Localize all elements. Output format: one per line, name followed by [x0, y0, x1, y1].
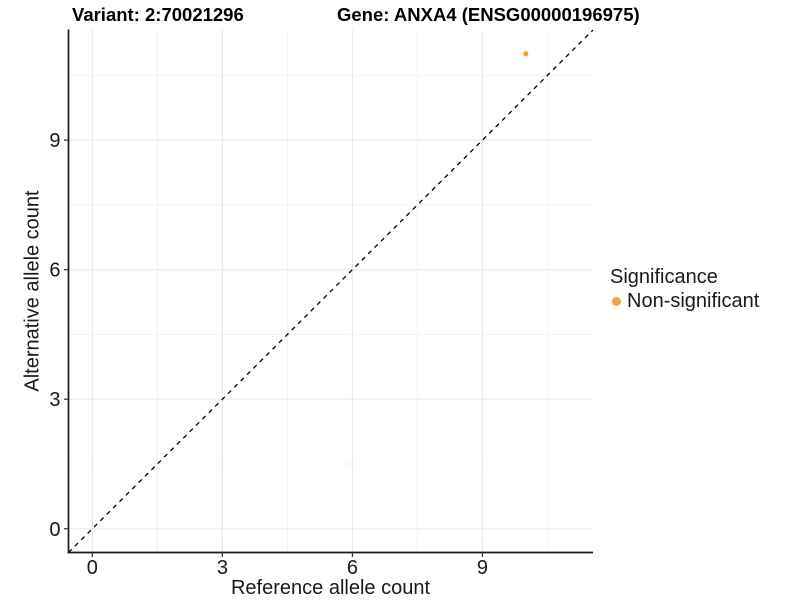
legend-entry-label: Non-significant: [627, 290, 760, 312]
x-tick-label: 9: [477, 557, 488, 579]
x-tick-label: 6: [347, 557, 358, 579]
legend-title: Significance: [610, 266, 718, 288]
y-tick-label: 9: [49, 130, 60, 152]
legend-entry: Non-significant: [610, 290, 759, 312]
legend: Significance Non-significant: [610, 266, 759, 312]
plot-title-variant: Variant: 2:70021296: [72, 4, 244, 25]
legend-point-icon: [612, 296, 621, 306]
y-tick-label: 0: [49, 519, 60, 541]
x-tick-label: 0: [87, 557, 98, 579]
y-tick-label: 3: [49, 389, 60, 411]
plot-title-gene: Gene: ANXA4 (ENSG00000196975): [337, 4, 640, 25]
x-axis-title: Reference allele count: [230, 577, 430, 599]
data-point: [523, 51, 529, 57]
x-tick-label: 3: [217, 557, 228, 579]
y-tick-label: 6: [49, 260, 60, 282]
identity-line: [68, 29, 594, 553]
